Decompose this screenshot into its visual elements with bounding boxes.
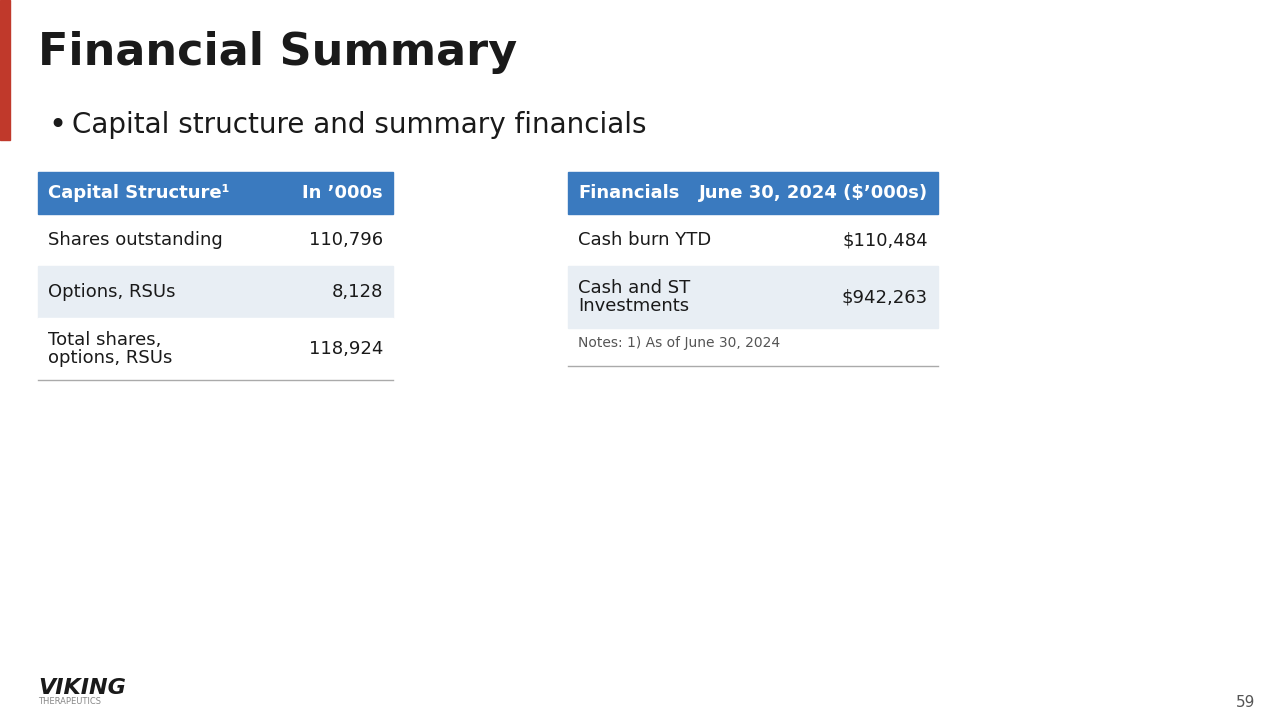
Text: THERAPEUTICS: THERAPEUTICS [38,698,101,706]
Text: Capital Structure¹: Capital Structure¹ [49,184,229,202]
Text: In ’000s: In ’000s [302,184,383,202]
Bar [38,318,393,380]
Bar [0,0,10,140]
Text: Options, RSUs: Options, RSUs [49,283,175,301]
Bar [38,214,393,266]
Text: 118,924: 118,924 [308,340,383,358]
Text: June 30, 2024 ($’000s): June 30, 2024 ($’000s) [699,184,928,202]
Text: options, RSUs: options, RSUs [49,349,173,367]
Text: Notes: 1) As of June 30, 2024: Notes: 1) As of June 30, 2024 [579,336,780,350]
Text: $942,263: $942,263 [842,288,928,306]
Text: Financial Summary: Financial Summary [38,30,517,73]
Bar [38,172,393,214]
Bar [568,266,938,328]
Text: Shares outstanding: Shares outstanding [49,231,223,249]
Text: Capital structure and summary financials: Capital structure and summary financials [72,111,646,139]
Text: •: • [49,110,67,140]
Text: Investments: Investments [579,297,689,315]
Text: Total shares,: Total shares, [49,331,161,349]
Text: 8,128: 8,128 [332,283,383,301]
Text: 59: 59 [1235,695,1254,710]
Bar [568,172,938,214]
Text: Cash burn YTD: Cash burn YTD [579,231,712,249]
Bar [568,214,938,266]
Text: 110,796: 110,796 [308,231,383,249]
Text: $110,484: $110,484 [842,231,928,249]
Text: Cash and ST: Cash and ST [579,279,690,297]
Text: Financials: Financials [579,184,680,202]
Text: VIKING: VIKING [38,678,125,698]
Bar [38,266,393,318]
